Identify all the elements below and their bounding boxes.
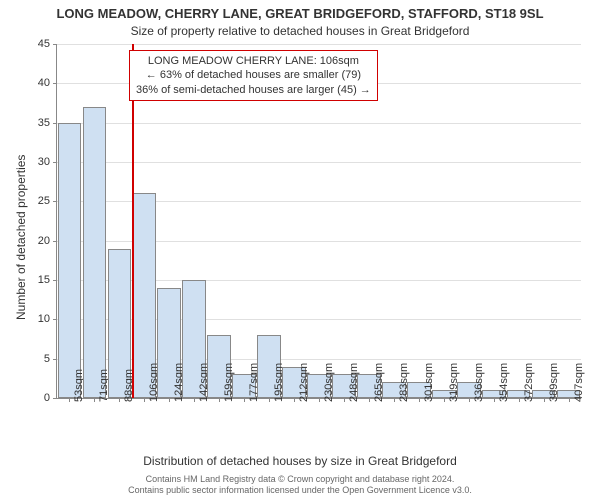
- chart-title-sub: Size of property relative to detached ho…: [0, 24, 600, 38]
- y-tick-label: 35: [10, 117, 50, 129]
- x-tick-label: 407sqm: [573, 363, 585, 402]
- gridline: [57, 123, 581, 124]
- y-tick-mark: [53, 359, 57, 360]
- x-tick-mark: [394, 398, 395, 402]
- y-tick-label: 40: [10, 77, 50, 89]
- x-tick-mark: [144, 398, 145, 402]
- x-tick-mark: [169, 398, 170, 402]
- annotation-line-1: LONG MEADOW CHERRY LANE: 106sqm: [136, 54, 371, 68]
- annotation-line-2: ← 63% of detached houses are smaller (79…: [136, 68, 371, 82]
- y-tick-label: 10: [10, 313, 50, 325]
- x-tick-mark: [444, 398, 445, 402]
- attribution-line-1: Contains HM Land Registry data © Crown c…: [0, 474, 600, 485]
- x-tick-mark: [194, 398, 195, 402]
- x-tick-mark: [219, 398, 220, 402]
- y-tick-mark: [53, 44, 57, 45]
- annotation-line-3: 36% of semi-detached houses are larger (…: [136, 83, 371, 97]
- y-tick-label: 5: [10, 353, 50, 365]
- y-tick-mark: [53, 319, 57, 320]
- x-tick-mark: [369, 398, 370, 402]
- x-tick-mark: [119, 398, 120, 402]
- x-tick-mark: [469, 398, 470, 402]
- x-tick-mark: [294, 398, 295, 402]
- annotation-box: LONG MEADOW CHERRY LANE: 106sqm ← 63% of…: [129, 50, 378, 101]
- gridline: [57, 44, 581, 45]
- y-tick-mark: [53, 241, 57, 242]
- plot-area: 53sqm71sqm88sqm106sqm124sqm142sqm159sqm1…: [56, 44, 581, 399]
- x-tick-mark: [244, 398, 245, 402]
- y-tick-mark: [53, 201, 57, 202]
- histogram-bar: [58, 123, 82, 398]
- y-tick-label: 0: [10, 392, 50, 404]
- attribution: Contains HM Land Registry data © Crown c…: [0, 474, 600, 496]
- x-tick-mark: [344, 398, 345, 402]
- y-tick-mark: [53, 123, 57, 124]
- x-tick-mark: [519, 398, 520, 402]
- y-tick-mark: [53, 83, 57, 84]
- x-tick-mark: [494, 398, 495, 402]
- x-tick-mark: [69, 398, 70, 402]
- chart-container: LONG MEADOW, CHERRY LANE, GREAT BRIDGEFO…: [0, 0, 600, 500]
- y-tick-label: 45: [10, 38, 50, 50]
- x-tick-mark: [569, 398, 570, 402]
- x-tick-mark: [544, 398, 545, 402]
- y-tick-label: 20: [10, 235, 50, 247]
- x-tick-mark: [94, 398, 95, 402]
- y-tick-label: 30: [10, 156, 50, 168]
- x-tick-mark: [269, 398, 270, 402]
- x-tick-mark: [419, 398, 420, 402]
- attribution-line-2: Contains public sector information licen…: [0, 485, 600, 496]
- histogram-bar: [83, 107, 107, 398]
- gridline: [57, 162, 581, 163]
- y-tick-label: 25: [10, 195, 50, 207]
- y-tick-mark: [53, 398, 57, 399]
- x-tick-mark: [319, 398, 320, 402]
- x-axis-label: Distribution of detached houses by size …: [0, 454, 600, 468]
- chart-title-main: LONG MEADOW, CHERRY LANE, GREAT BRIDGEFO…: [0, 6, 600, 21]
- y-tick-mark: [53, 162, 57, 163]
- y-tick-mark: [53, 280, 57, 281]
- y-tick-label: 15: [10, 274, 50, 286]
